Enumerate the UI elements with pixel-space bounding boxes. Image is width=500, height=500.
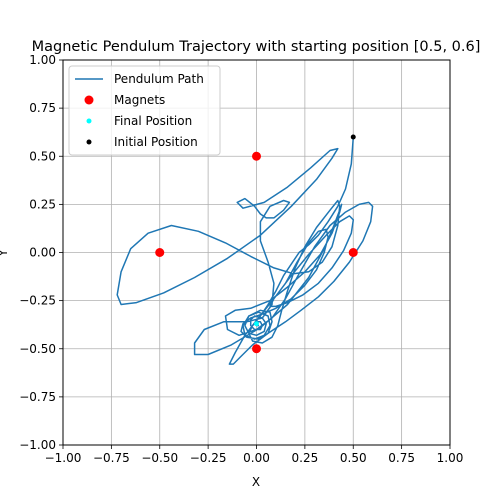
legend: Pendulum Path Magnets Final Position Ini… <box>68 65 221 156</box>
initial-position-point <box>350 134 356 140</box>
final-position-point <box>254 321 259 327</box>
legend-entry-initial: Initial Position <box>114 135 198 149</box>
y-axis-label: Y <box>0 249 10 258</box>
chart-title: Magnetic Pendulum Trajectory with starti… <box>32 39 481 55</box>
x-tick-label: 1.00 <box>437 451 464 465</box>
legend-final-marker <box>86 118 92 124</box>
legend-box <box>68 65 221 156</box>
y-tick-label: −0.25 <box>19 294 56 308</box>
magnet-point <box>252 151 261 161</box>
x-tick-label: −0.25 <box>190 451 227 465</box>
magnet-point <box>155 248 165 257</box>
y-tick-label: −1.00 <box>19 438 56 452</box>
legend-entry-magnets: Magnets <box>114 93 165 107</box>
legend-entry-final: Final Position <box>114 114 192 128</box>
x-axis-label: X <box>252 475 260 489</box>
y-tick-label: 0.75 <box>29 101 56 115</box>
y-tick-label: 1.00 <box>29 53 56 67</box>
y-tick-label: 0.50 <box>29 149 56 163</box>
legend-magnets-marker <box>84 95 94 105</box>
plot-area <box>116 134 374 365</box>
x-tick-label: 0.50 <box>340 451 367 465</box>
magnet-point <box>348 248 358 257</box>
axis-ticks: −1.00 −0.75 −0.50 −0.25 0.00 0.25 0.50 0.75 1.00… <box>19 53 463 465</box>
x-tick-label: −1.00 <box>45 451 82 465</box>
x-tick-label: −0.50 <box>141 451 178 465</box>
y-tick-label: 0.00 <box>29 246 56 260</box>
y-tick-label: −0.75 <box>19 390 56 404</box>
y-tick-label: −0.50 <box>19 342 56 356</box>
x-tick-label: 0.25 <box>292 451 319 465</box>
x-tick-label: 0.00 <box>243 451 270 465</box>
y-tick-label: 0.25 <box>29 197 56 211</box>
legend-entry-path: Pendulum Path <box>114 72 204 86</box>
x-tick-label: −0.75 <box>93 451 130 465</box>
pendulum-path-line <box>116 136 374 365</box>
x-tick-label: 0.75 <box>388 451 415 465</box>
magnet-point <box>252 344 261 354</box>
legend-initial-marker <box>86 139 92 145</box>
